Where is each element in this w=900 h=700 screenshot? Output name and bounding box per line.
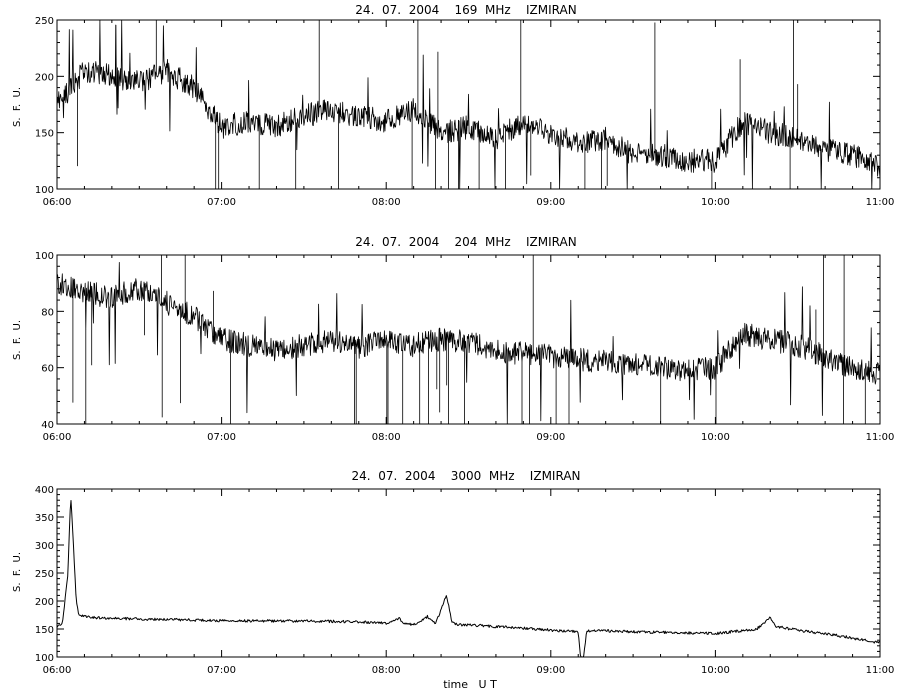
panel-title: 24. 07. 2004 169 MHz IZMIRAN xyxy=(355,3,576,17)
y-tick-label: 400 xyxy=(35,485,54,496)
plot-frame xyxy=(56,488,881,658)
panel-204mhz: 24. 07. 2004 204 MHz IZMIRAN S. F. U. 06… xyxy=(12,235,894,443)
y-tick-label: 350 xyxy=(35,513,54,524)
y-axis-label: S. F. U. xyxy=(12,87,23,127)
data-series xyxy=(56,255,881,425)
series-line xyxy=(56,19,881,190)
series-spikes xyxy=(72,255,866,424)
x-tick-label: 07:00 xyxy=(207,197,236,208)
y-tick-label: 100 xyxy=(35,251,54,262)
plot-frame xyxy=(56,19,881,190)
x-tick-label: 08:00 xyxy=(372,197,401,208)
data-series xyxy=(56,500,881,658)
x-tick-label: 08:00 xyxy=(372,665,401,676)
x-tick-label: 09:00 xyxy=(536,432,565,443)
y-tick-label: 300 xyxy=(35,541,54,552)
y-axis-label: S. F. U. xyxy=(12,552,23,592)
x-tick-label: 11:00 xyxy=(866,432,895,443)
x-tick-label: 10:00 xyxy=(701,665,730,676)
y-tick-label: 200 xyxy=(35,72,54,83)
plot-frame xyxy=(56,254,881,425)
x-tick-label: 09:00 xyxy=(536,197,565,208)
y-tick-label: 200 xyxy=(35,597,54,608)
x-tick-label: 11:00 xyxy=(866,197,895,208)
y-tick-label: 250 xyxy=(35,569,54,580)
series-line xyxy=(56,500,881,658)
x-tick-label: 06:00 xyxy=(43,665,72,676)
x-tick-label: 11:00 xyxy=(866,665,895,676)
series-line xyxy=(56,262,881,425)
x-tick-label: 09:00 xyxy=(536,665,565,676)
x-tick-label: 10:00 xyxy=(701,197,730,208)
panel-169mhz: 24. 07. 2004 169 MHz IZMIRAN S. F. U. 06… xyxy=(12,3,894,208)
x-tick-label: 10:00 xyxy=(701,432,730,443)
x-tick-label: 07:00 xyxy=(207,432,236,443)
panel-3000mhz: 24. 07. 2004 3000 MHz IZMIRAN S. F. U. 0… xyxy=(12,469,894,691)
y-tick-label: 80 xyxy=(41,307,54,318)
x-tick-label: 08:00 xyxy=(372,432,401,443)
x-tick-label: 07:00 xyxy=(207,665,236,676)
panel-title: 24. 07. 2004 3000 MHz IZMIRAN xyxy=(351,469,580,483)
x-axis-label: time U T xyxy=(443,678,497,691)
series-spikes xyxy=(77,20,799,189)
y-tick-label: 150 xyxy=(35,625,54,636)
y-axis-label: S. F. U. xyxy=(12,320,23,360)
y-tick-label: 40 xyxy=(41,420,54,431)
x-tick-label: 06:00 xyxy=(43,197,72,208)
y-tick-label: 150 xyxy=(35,129,54,140)
data-series xyxy=(56,19,881,190)
y-tick-label: 250 xyxy=(35,16,54,27)
y-tick-label: 60 xyxy=(41,364,54,375)
panel-title: 24. 07. 2004 204 MHz IZMIRAN xyxy=(355,235,576,249)
y-tick-label: 100 xyxy=(35,653,54,664)
y-tick-label: 100 xyxy=(35,185,54,196)
x-tick-label: 06:00 xyxy=(43,432,72,443)
